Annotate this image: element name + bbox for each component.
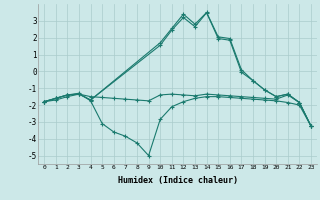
- X-axis label: Humidex (Indice chaleur): Humidex (Indice chaleur): [118, 176, 238, 185]
